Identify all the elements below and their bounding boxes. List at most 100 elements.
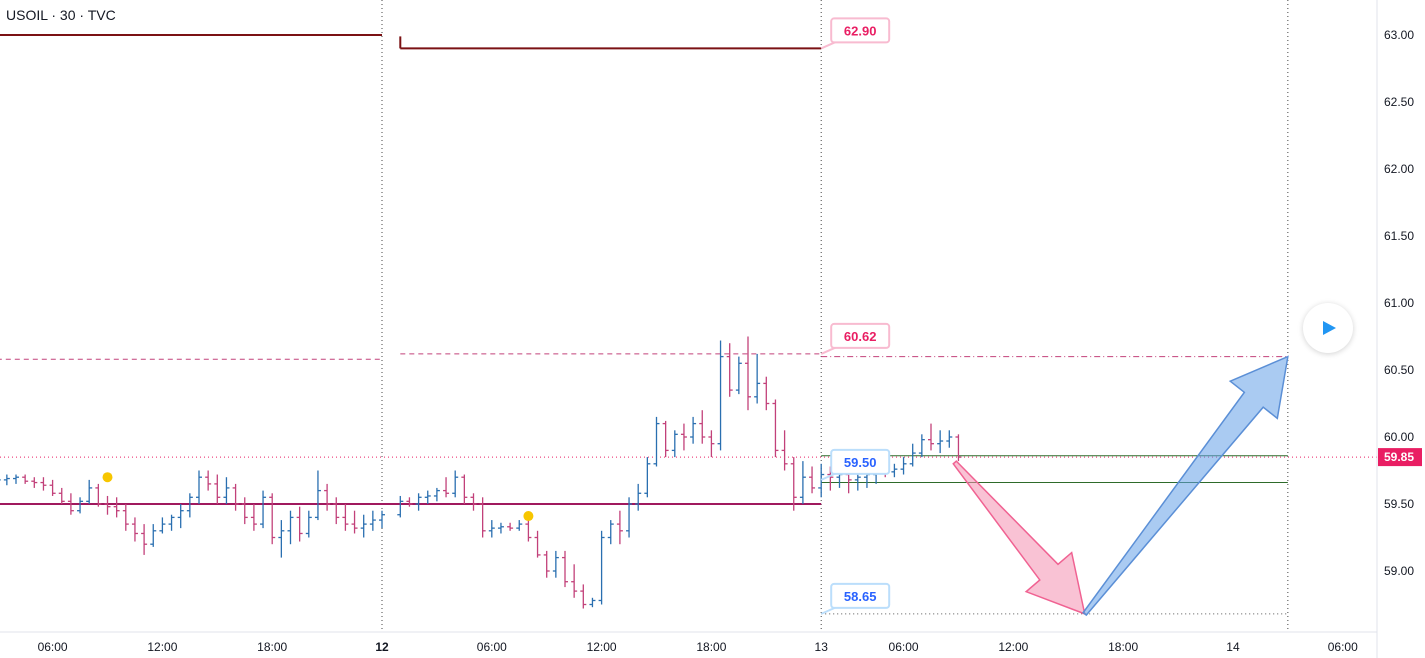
ohlc-bar bbox=[928, 423, 934, 451]
ohlc-bar bbox=[324, 483, 331, 511]
ohlc-bar bbox=[223, 477, 230, 504]
x-tick-label: 06:00 bbox=[477, 640, 507, 654]
price-label: 62.90 bbox=[844, 23, 877, 38]
projection-arrows bbox=[952, 355, 1289, 617]
ohlc-bar bbox=[49, 479, 56, 496]
play-button[interactable] bbox=[1303, 303, 1353, 353]
play-icon bbox=[1323, 321, 1336, 335]
y-tick-label: 63.00 bbox=[1384, 28, 1414, 42]
y-tick-label: 61.00 bbox=[1384, 296, 1414, 310]
ohlc-bar bbox=[433, 487, 440, 502]
ohlc-bar bbox=[635, 483, 642, 511]
ohlc-bar bbox=[196, 470, 202, 504]
ohlc-bar bbox=[626, 497, 633, 538]
ohlc-bar bbox=[150, 524, 157, 547]
x-tick-label: 18:00 bbox=[257, 640, 287, 654]
ohlc-bar bbox=[131, 517, 138, 542]
ohlc-bar bbox=[955, 434, 962, 462]
ohlc-bar bbox=[397, 495, 404, 518]
ohlc-bar bbox=[269, 493, 276, 545]
ohlc-bar bbox=[726, 343, 733, 397]
ohlc-bar bbox=[470, 493, 477, 511]
ohlc-bar bbox=[314, 470, 321, 521]
ohlc-bar bbox=[77, 497, 84, 514]
ohlc-bar bbox=[40, 477, 47, 491]
ohlc-bar bbox=[488, 520, 495, 538]
ohlc-bar bbox=[580, 584, 587, 609]
ohlc-bar bbox=[122, 504, 129, 531]
ohlc-bar bbox=[607, 520, 614, 545]
ohlc-bar bbox=[497, 522, 504, 534]
ohlc-bar bbox=[534, 530, 541, 558]
up-arrow bbox=[1082, 355, 1289, 617]
ohlc-bar bbox=[22, 474, 29, 484]
ohlc-bar bbox=[296, 506, 303, 542]
last-price-badge bbox=[1378, 448, 1422, 467]
ohlc-bar bbox=[104, 495, 111, 515]
ohlc-bar bbox=[598, 530, 605, 605]
ohlc-bar bbox=[754, 353, 761, 404]
ohlc-bar bbox=[205, 470, 212, 491]
horizontal-levels bbox=[0, 34, 1288, 615]
ohlc-bar bbox=[424, 490, 431, 504]
price-callout: 59.50 bbox=[820, 448, 891, 481]
ohlc-bar bbox=[141, 524, 148, 555]
price-callout: 62.90 bbox=[820, 17, 891, 50]
x-tick-label: 06:00 bbox=[1328, 640, 1358, 654]
ohlc-bar bbox=[662, 420, 669, 458]
ohlc-bar bbox=[818, 463, 825, 498]
ohlc-bar bbox=[351, 510, 358, 534]
ohlc-bar bbox=[360, 514, 367, 538]
ohlc-bar bbox=[168, 514, 175, 531]
ohlc-bar bbox=[369, 510, 376, 531]
ohlc-bar bbox=[516, 520, 523, 531]
price-axis: 63.00 62.50 62.00 61.50 61.00 60.50 60.00 59.50… bbox=[1376, 0, 1422, 658]
x-tick-label: 18:00 bbox=[696, 640, 726, 654]
ohlc-bar bbox=[699, 410, 706, 444]
ohlc-bar bbox=[809, 466, 816, 494]
ohlc-bar bbox=[653, 416, 660, 467]
ohlc-bar bbox=[690, 416, 697, 444]
ohlc-bar bbox=[717, 340, 724, 451]
symbol-title: USOIL · 30 · TVC bbox=[6, 7, 116, 23]
ohlc-bar bbox=[415, 493, 422, 511]
ohlc-bar bbox=[333, 497, 340, 525]
x-tick-label: 12:00 bbox=[998, 640, 1028, 654]
ohlc-bar bbox=[918, 434, 925, 458]
ohlc-bar bbox=[680, 423, 687, 451]
ohlc-bar bbox=[250, 504, 257, 531]
ohlc-bar bbox=[589, 597, 596, 608]
price-label: 58.65 bbox=[844, 589, 877, 604]
x-tick-label: 18:00 bbox=[1108, 640, 1138, 654]
session-grid bbox=[0, 0, 1377, 632]
ohlc-bar bbox=[525, 520, 532, 542]
down-arrow bbox=[952, 460, 1086, 616]
ohlc-bar bbox=[0, 479, 1, 481]
ohlc-bar bbox=[543, 550, 550, 578]
last-price-label: 59.85 bbox=[1384, 450, 1414, 464]
ohlc-bar bbox=[644, 457, 651, 498]
ohlc-bar bbox=[113, 497, 120, 518]
ohlc-bar bbox=[891, 463, 898, 478]
event-dot bbox=[523, 511, 534, 522]
ohlc-bar bbox=[214, 474, 221, 504]
event-dot bbox=[102, 472, 113, 483]
y-tick-label: 59.00 bbox=[1384, 564, 1414, 578]
ohlc-bar bbox=[3, 474, 10, 486]
ohlc-bar bbox=[452, 470, 459, 498]
ohlc-bar bbox=[186, 493, 193, 518]
ohlc-bar bbox=[507, 522, 514, 531]
ohlc-bar bbox=[177, 504, 184, 529]
x-tick-label: 12:00 bbox=[587, 640, 617, 654]
ohlc-bar bbox=[552, 550, 559, 578]
ohlc-bar bbox=[900, 457, 907, 475]
y-tick-label: 62.00 bbox=[1384, 162, 1414, 176]
ohlc-bar bbox=[946, 430, 953, 448]
ohlc-bar bbox=[708, 430, 715, 458]
x-tick-label: 14 bbox=[1226, 640, 1240, 654]
price-callout: 60.62 bbox=[820, 322, 891, 355]
x-tick-label: 12 bbox=[375, 640, 389, 654]
ohlc-bar bbox=[909, 443, 916, 467]
x-tick-label: 06:00 bbox=[889, 640, 919, 654]
